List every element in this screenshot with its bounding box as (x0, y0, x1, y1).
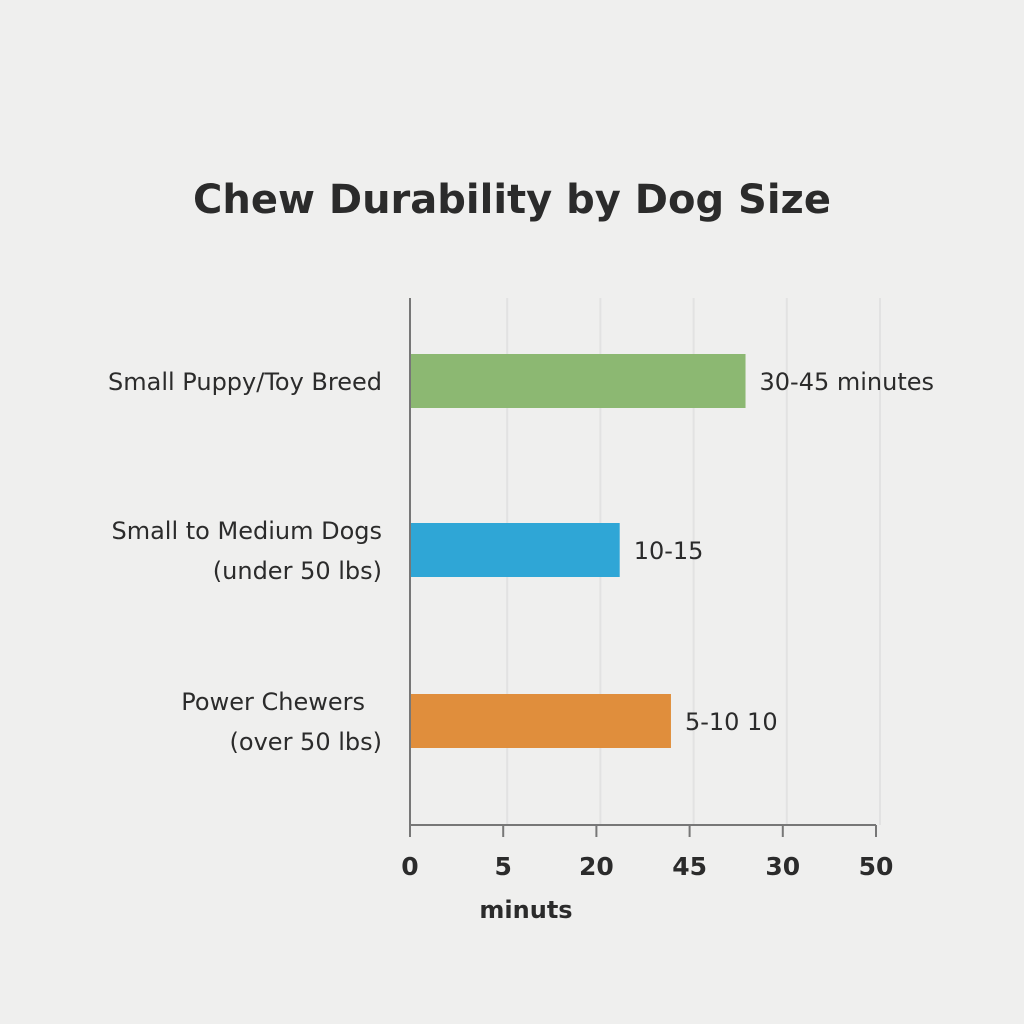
category-label: (over 50 lbs) (230, 728, 382, 756)
bar-value-label: 10-15 (634, 537, 704, 565)
category-label: (under 50 lbs) (213, 557, 382, 585)
bar (410, 354, 746, 408)
category-label: Power Chewers (181, 688, 365, 716)
x-tick-label: 45 (672, 852, 707, 881)
category-labels: Small Puppy/Toy Breed Small to Medium Dog… (108, 368, 382, 756)
bar-value-label: 5-10 10 (685, 708, 778, 736)
x-tick-label: 5 (494, 852, 511, 881)
chart-title: Chew Durability by Dog Size (193, 177, 831, 223)
bars: 30-45 minutes 10-15 5-10 10 (410, 354, 934, 748)
bar-value-label: 30-45 minutes (760, 368, 935, 396)
x-tick-label: 20 (579, 852, 614, 881)
bar (410, 694, 671, 748)
category-label: Small Puppy/Toy Breed (108, 368, 382, 396)
bar (410, 523, 620, 577)
x-tick-label: 50 (859, 852, 894, 881)
category-label: Small to Medium Dogs (111, 517, 382, 545)
x-axis-label: minuts (479, 896, 572, 924)
x-tick-label: 30 (765, 852, 800, 881)
x-tick-label: 0 (401, 852, 418, 881)
x-axis-ticks: 0 5 20 45 30 50 (401, 825, 893, 881)
